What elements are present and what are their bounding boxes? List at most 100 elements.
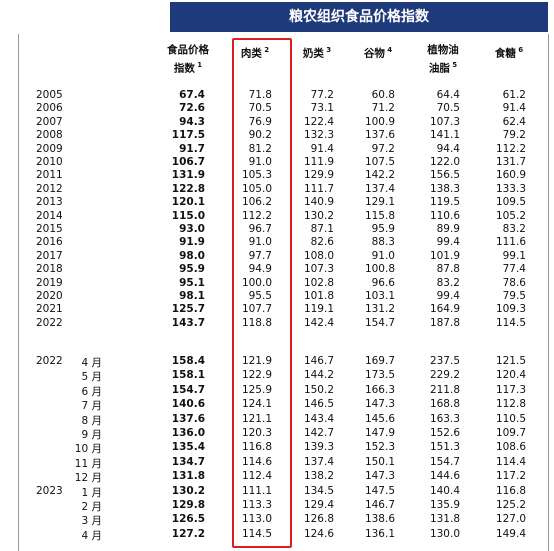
cell: 129.4: [303, 499, 334, 511]
cell: 130.0: [429, 527, 460, 540]
cell: 99.4: [436, 290, 460, 302]
year: 2017: [36, 249, 63, 262]
cell: 132.3: [303, 129, 334, 142]
column-header: 谷物 4: [343, 43, 413, 62]
year: 2012: [36, 182, 63, 195]
year: 2023: [36, 484, 63, 497]
cell: 93.0: [179, 223, 205, 235]
cell: 138.3: [429, 182, 460, 195]
cell: 136.1: [364, 527, 395, 540]
header-line: 指数 1: [173, 61, 203, 75]
cell: 112.4: [241, 470, 272, 483]
cell: 131.8: [429, 513, 460, 526]
cell: 131.7: [495, 156, 526, 168]
cell: 237.5: [429, 355, 460, 367]
cell: 119.5: [429, 196, 460, 209]
cell: 229.2: [429, 369, 460, 382]
cell: 137.6: [171, 412, 205, 425]
cell: 141.1: [429, 129, 460, 142]
header-line: 油脂 5: [428, 61, 458, 75]
cell: 129.1: [364, 196, 395, 209]
cell: 98.1: [179, 290, 205, 302]
cell: 109.5: [495, 196, 526, 209]
cell: 67.4: [179, 89, 205, 101]
cell: 131.8: [171, 470, 205, 483]
cell: 211.8: [429, 383, 460, 396]
cell: 111.1: [241, 484, 272, 497]
cell: 121.1: [241, 412, 272, 425]
cell: 107.3: [429, 115, 460, 128]
cell: 97.7: [248, 249, 272, 262]
cell: 187.8: [429, 316, 460, 329]
cell: 112.2: [241, 209, 272, 222]
cell: 111.6: [495, 236, 526, 249]
cell: 95.5: [248, 290, 272, 302]
footnote-mark: 2: [261, 46, 270, 54]
cell: 122.9: [241, 369, 272, 382]
cell: 140.9: [303, 196, 334, 209]
cell: 130.2: [303, 209, 334, 222]
cell: 147.3: [364, 470, 395, 483]
cell: 139.3: [303, 441, 334, 454]
cell: 147.9: [364, 427, 395, 439]
cell: 113.0: [241, 513, 272, 526]
year: 2005: [36, 89, 63, 101]
column-header: 食糖 6: [474, 43, 544, 62]
month: 10 月: [74, 443, 102, 456]
year: 2022: [36, 316, 63, 329]
cell: 154.7: [364, 316, 395, 329]
cell: 98.0: [179, 249, 205, 262]
cell: 64.4: [436, 89, 460, 101]
cell: 116.8: [495, 484, 526, 497]
cell: 94.4: [436, 142, 460, 155]
cell: 109.7: [495, 427, 526, 439]
year: 2011: [36, 169, 63, 182]
cell: 107.5: [364, 156, 395, 168]
footnote-mark: 4: [384, 46, 393, 54]
footnote-mark: 5: [449, 61, 458, 69]
cell: 94.3: [179, 115, 205, 128]
cell: 102.8: [303, 276, 334, 289]
cell: 71.2: [371, 102, 395, 115]
year: 2018: [36, 263, 63, 276]
cell: 143.7: [171, 316, 205, 329]
cell: 156.5: [429, 169, 460, 182]
cell: 95.9: [371, 223, 395, 235]
footnote-mark: 1: [194, 61, 203, 69]
cell: 120.1: [171, 196, 205, 209]
cell: 142.4: [303, 316, 334, 329]
year: 2014: [36, 209, 63, 222]
cell: 110.5: [495, 412, 526, 425]
cell: 134.7: [171, 455, 205, 468]
cell: 125.9: [241, 383, 272, 396]
cell: 124.1: [241, 398, 272, 411]
cell: 108.6: [495, 441, 526, 454]
cell: 83.2: [436, 276, 460, 289]
cell: 113.3: [241, 499, 272, 511]
cell: 99.4: [436, 236, 460, 249]
cell: 118.8: [241, 316, 272, 329]
cell: 121.9: [241, 355, 272, 367]
cell: 109.3: [495, 303, 526, 316]
cell: 137.6: [364, 129, 395, 142]
title: 粮农组织食品价格指数: [170, 2, 548, 32]
cell: 168.8: [429, 398, 460, 411]
cell: 158.1: [171, 369, 205, 382]
cell: 107.7: [241, 303, 272, 316]
year: 2022: [36, 355, 63, 367]
cell: 90.2: [248, 129, 272, 142]
year: 2009: [36, 142, 63, 155]
cell: 166.3: [364, 383, 395, 396]
year: 2020: [36, 290, 63, 302]
cell: 81.2: [248, 142, 272, 155]
cell: 134.5: [303, 484, 334, 497]
cell: 94.9: [248, 263, 272, 276]
cell: 117.2: [495, 470, 526, 483]
cell: 129.9: [303, 169, 334, 182]
cell: 116.8: [241, 441, 272, 454]
cell: 107.3: [303, 263, 334, 276]
cell: 160.9: [495, 169, 526, 182]
cell: 135.9: [429, 499, 460, 511]
cell: 149.4: [495, 527, 526, 540]
cell: 114.5: [241, 527, 272, 540]
